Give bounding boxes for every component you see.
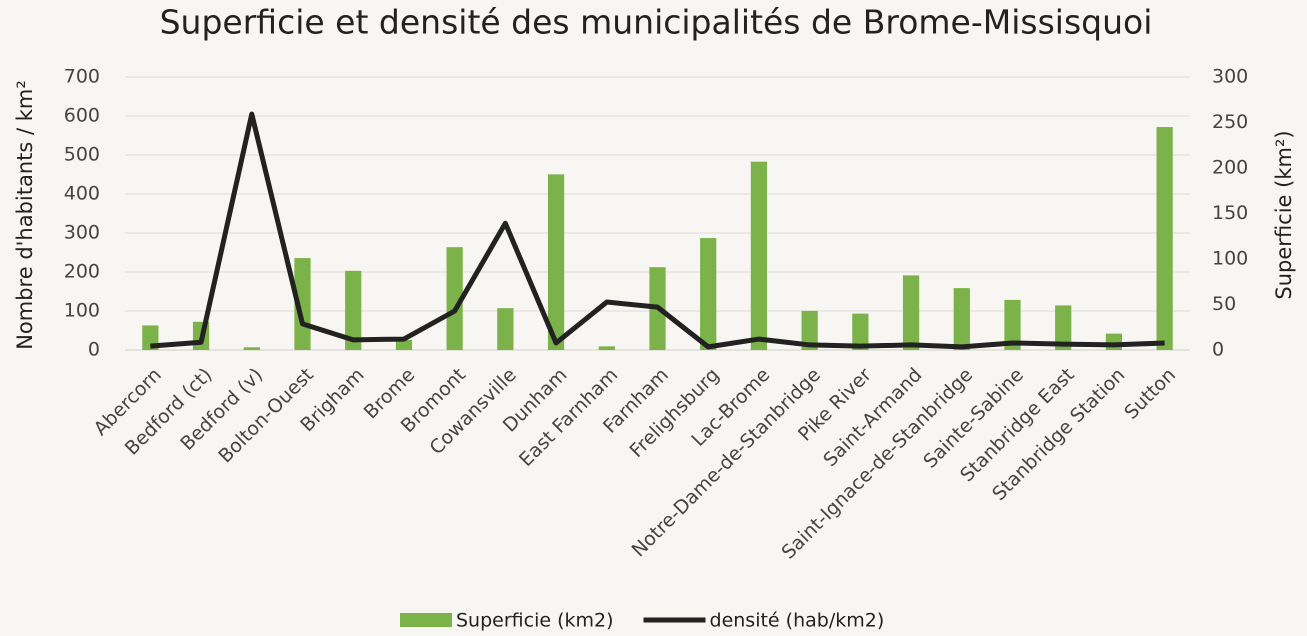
bar	[345, 270, 362, 350]
bar	[497, 308, 514, 350]
bar	[953, 288, 970, 350]
bar	[395, 339, 413, 350]
legend-label: densité (hab/km2)	[710, 610, 885, 632]
bar	[700, 238, 717, 350]
chart-title: Superficie et densité des municipalités …	[160, 3, 1153, 42]
y-axis-title: Nombre d'habitants / km²	[13, 80, 37, 350]
bar	[1105, 333, 1123, 350]
bar	[1156, 127, 1173, 350]
bar	[1055, 305, 1072, 350]
bar	[750, 161, 768, 350]
bar	[547, 174, 565, 350]
bar	[852, 313, 869, 350]
y-tick-label: 300	[64, 222, 100, 244]
y2-tick-label: 0	[1212, 339, 1224, 361]
legend-label: Superficie (km2)	[456, 610, 614, 632]
y2-axis-title: Superficie (km²)	[1272, 130, 1296, 299]
bar	[801, 310, 818, 350]
bar	[1004, 299, 1021, 350]
bar	[243, 347, 260, 350]
bar	[902, 275, 920, 350]
y2-tick-label: 250	[1212, 111, 1248, 133]
y-tick-label: 100	[64, 300, 100, 322]
y-tick-label: 400	[64, 183, 100, 205]
line	[150, 111, 1165, 350]
y-tick-label: 600	[64, 105, 100, 127]
y-tick-label: 700	[64, 66, 100, 88]
bar	[598, 346, 615, 350]
y2-tick-label: 300	[1212, 66, 1248, 88]
y-tick-label: 200	[64, 261, 100, 283]
y2-tick-label: 150	[1212, 202, 1248, 224]
y2-tick-label: 200	[1212, 157, 1248, 179]
legend-swatch	[400, 613, 452, 627]
y2-tick-label: 100	[1212, 248, 1248, 270]
y2-tick-label: 50	[1212, 293, 1236, 315]
bar	[446, 247, 463, 350]
y-tick-label: 0	[88, 339, 100, 361]
x-tick-label: Sutton	[1120, 364, 1180, 424]
y-tick-label: 500	[64, 144, 100, 166]
